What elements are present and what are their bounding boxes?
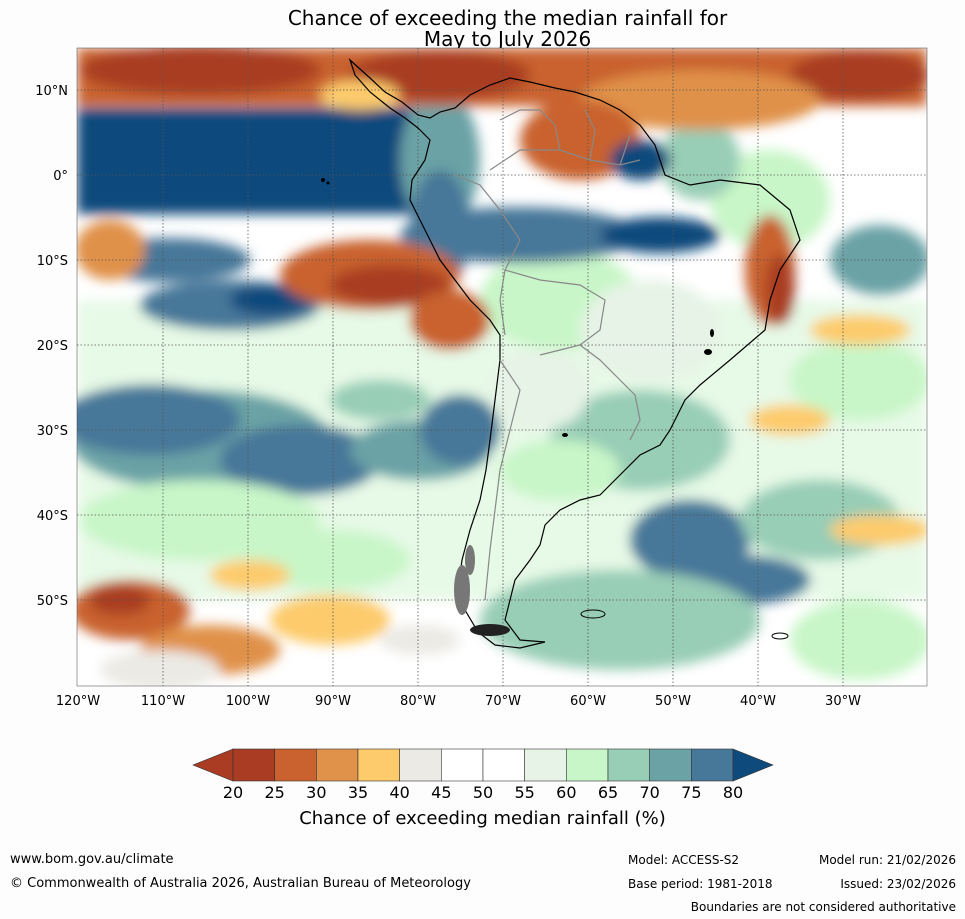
lon-label: 120°W (56, 694, 100, 709)
colorbar-segment (441, 748, 484, 782)
islands (321, 178, 789, 640)
footer-copyright: © Commonwealth of Australia 2026, Austra… (10, 876, 471, 891)
colorbar-segment (232, 748, 275, 782)
lon-label: 40°W (740, 694, 776, 709)
lon-label: 30°W (825, 694, 861, 709)
lon-label: 70°W (485, 694, 521, 709)
colorbar (192, 748, 774, 782)
colorbar-tick-label: 45 (431, 783, 452, 802)
lon-label: 90°W (315, 694, 351, 709)
colorbar-segment (482, 748, 525, 782)
colorbar-tick-label: 55 (514, 783, 535, 802)
chart-title-line2: May to July 2026 (423, 27, 592, 51)
lon-label: 80°W (400, 694, 436, 709)
footer-model-run: Model run: 21/02/2026 (818, 853, 956, 867)
colorbar-extend-low (192, 748, 234, 782)
lon-label: 110°W (141, 694, 185, 709)
colorbar-segment (607, 748, 650, 782)
lat-label: 30°S (37, 424, 68, 439)
lat-label: 50°S (37, 594, 68, 609)
footer-issued: Issued: 23/02/2026 (840, 877, 956, 891)
lon-label: 100°W (226, 694, 270, 709)
country-borders (454, 109, 641, 601)
colorbar-segment (357, 748, 400, 782)
footer-url: www.bom.gov.au/climate (10, 852, 174, 867)
fjords (454, 545, 510, 636)
colorbar-tick-label: 65 (597, 783, 619, 802)
colorbar-segment (274, 748, 317, 782)
colorbar-tick-label: 80 (722, 783, 744, 802)
colorbar-tick-label: 70 (639, 783, 660, 802)
lat-label: 10°S (37, 254, 68, 269)
colorbar-tick-label: 30 (306, 783, 327, 802)
colorbar-tick-label: 35 (347, 783, 369, 802)
lon-label: 50°W (655, 694, 691, 709)
colorbar-tick-label: 25 (264, 783, 285, 802)
colorbar-segment (316, 748, 359, 782)
coastline-south-america (348, 58, 801, 649)
colorbar-tick-label: 40 (389, 783, 410, 802)
colorbar-segment (524, 748, 567, 782)
colorbar-tick-label: 20 (222, 783, 244, 802)
chart-title-line1: Chance of exceeding the median rainfall … (287, 6, 728, 30)
lon-label: 60°W (570, 694, 606, 709)
footer-base-period: Base period: 1981-2018 (628, 877, 773, 891)
colorbar-segment (649, 748, 692, 782)
graticule (77, 48, 927, 686)
lat-label: 40°S (37, 509, 68, 524)
colorbar-tick-label: 60 (556, 783, 577, 802)
lat-label: 10°N (35, 84, 68, 99)
colorbar-segment (399, 748, 442, 782)
colorbar-title: Chance of exceeding median rainfall (%) (299, 808, 666, 829)
map-plot-area (77, 48, 927, 686)
colorbar-extend-high (732, 748, 774, 782)
footer-disclaimer: Boundaries are not considered authoritat… (690, 900, 956, 914)
colorbar-segment (691, 748, 734, 782)
colorbar-tick-label: 75 (681, 783, 702, 802)
colorbar-tick-label: 50 (472, 783, 494, 802)
footer-model: Model: ACCESS-S2 (628, 853, 740, 867)
lat-label: 20°S (37, 339, 68, 354)
lat-label: 0° (53, 169, 68, 184)
colorbar-segment (566, 748, 609, 782)
